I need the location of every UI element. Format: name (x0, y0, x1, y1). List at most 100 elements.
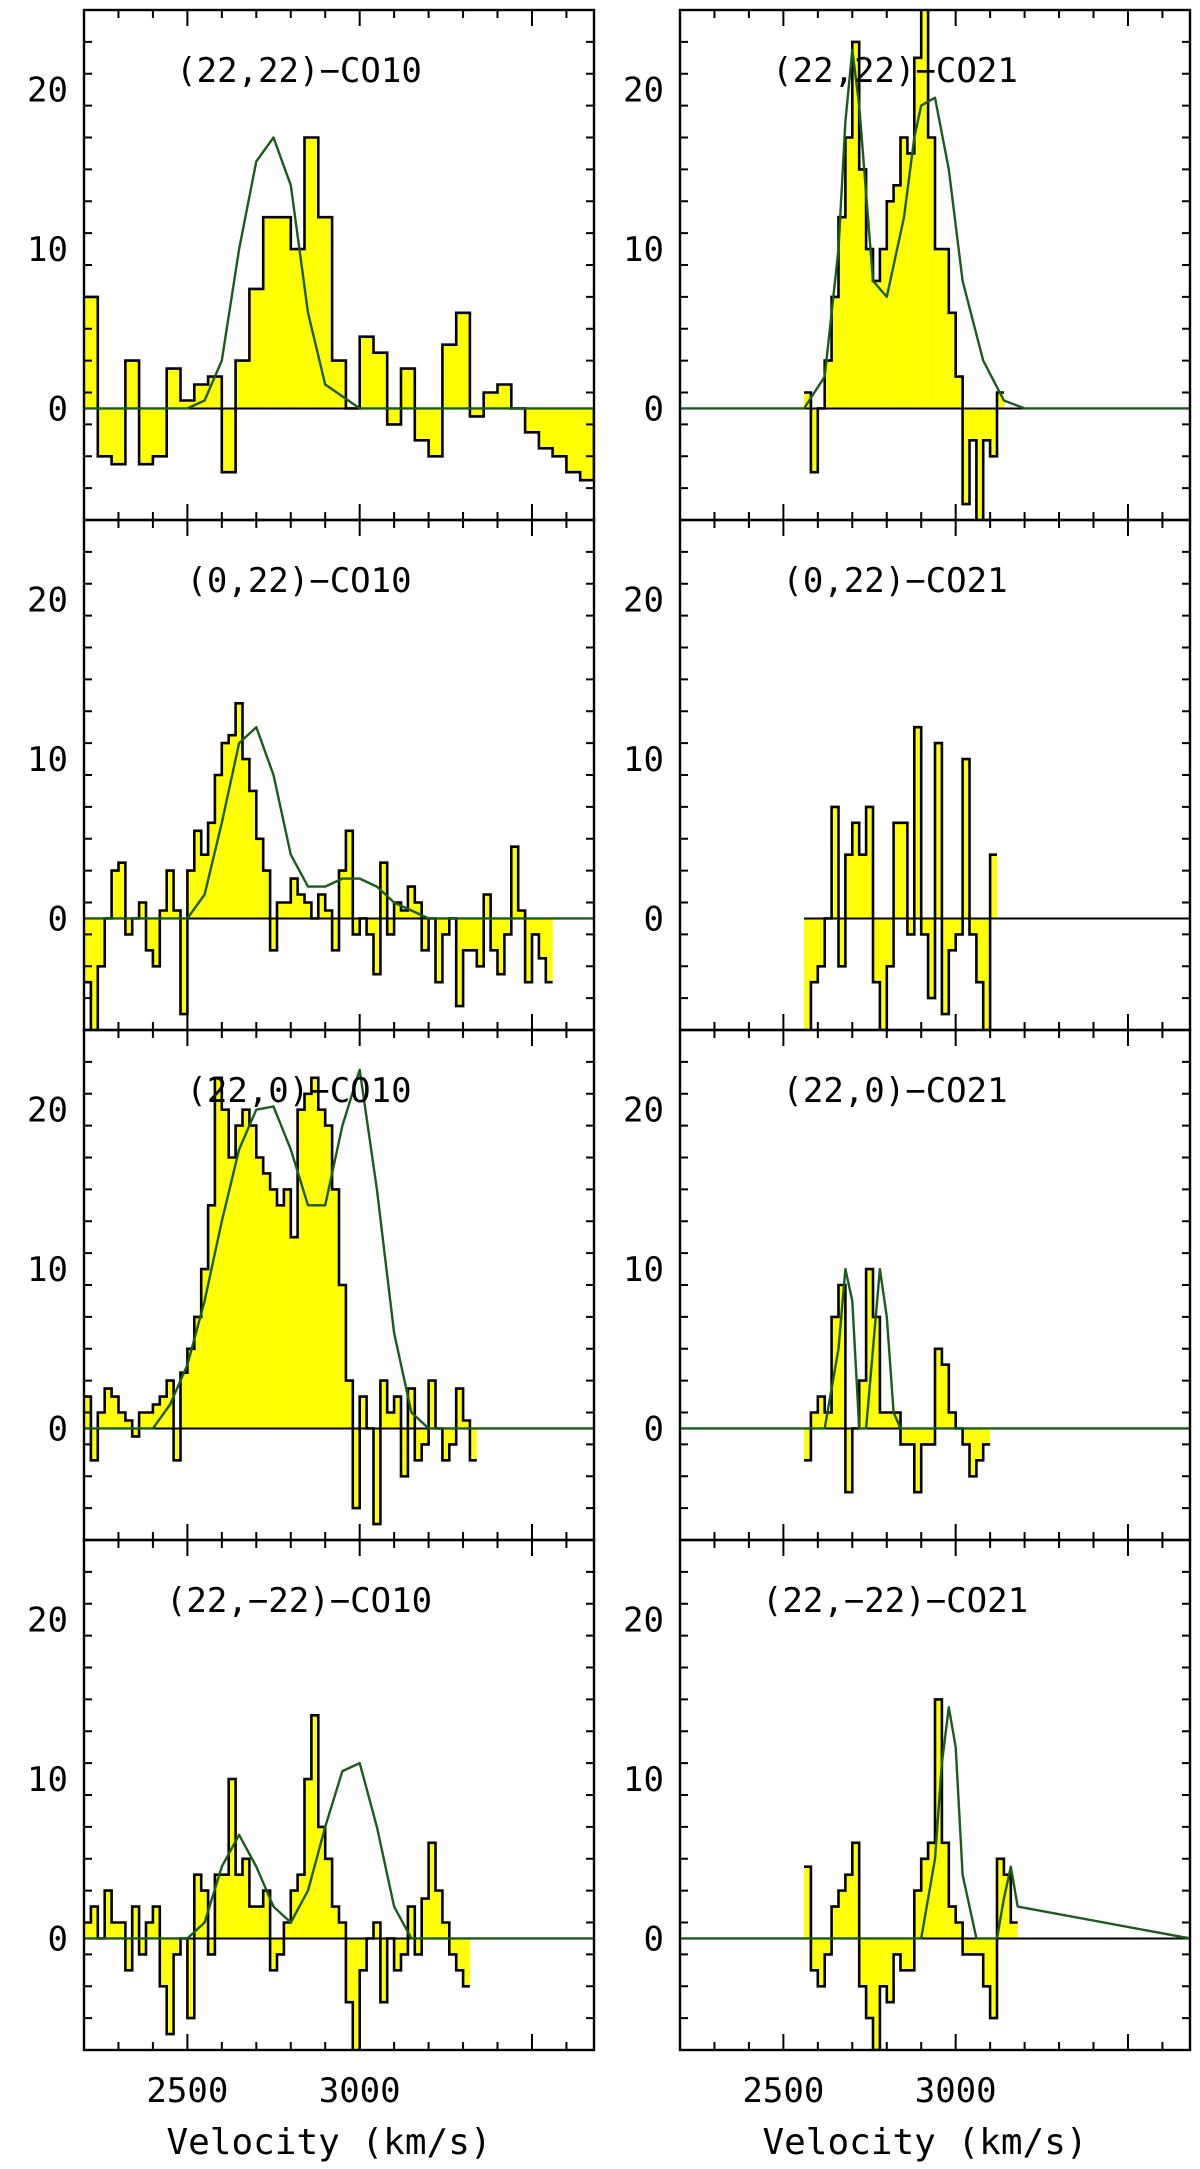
spectrum-bar (531, 918, 539, 935)
spectrum-bar (304, 902, 312, 919)
spectrum-bar (469, 918, 477, 951)
spectrum-bar (845, 137, 853, 409)
spectrum-bar (318, 1826, 326, 1939)
spectrum-bar (387, 1412, 395, 1429)
spectrum-bar (545, 918, 553, 983)
spectrum-bar (914, 1890, 922, 1939)
spectrum-bar (90, 918, 98, 1030)
y-tick-label: 10 (623, 230, 664, 270)
spectrum-step (84, 702, 553, 1030)
spectrum-bar (394, 1938, 402, 1971)
spectrum-bar (311, 1077, 319, 1429)
y-tick-label: 10 (27, 1760, 68, 1800)
spectrum-bar (580, 408, 594, 481)
spectrum-bar (414, 1428, 422, 1461)
spectrum-bar (276, 1938, 284, 1955)
spectrum-bar (407, 1906, 415, 1939)
panel-2: 0 10 20 (22,22)−CO21 (623, 8, 1192, 522)
spectrum-bar (990, 1938, 998, 2019)
spectrum-bar (831, 1906, 839, 1939)
spectrum-bar (879, 918, 887, 1030)
spectrum-bar (414, 408, 429, 441)
spectrum-bar (866, 806, 873, 919)
y-tick-label: 10 (27, 1250, 68, 1290)
y-tick-label: 0 (48, 1409, 68, 1449)
spectrum-bar (187, 1348, 195, 1429)
spectrum-bar (879, 1938, 887, 1987)
spectrum-bar (824, 360, 832, 409)
spectrum-bar (442, 918, 450, 935)
spectrum-bar (997, 392, 1004, 409)
spectrum-bar (907, 1428, 915, 1445)
panel-plot-area (84, 702, 594, 1030)
spectrum-bar (118, 1922, 126, 1939)
spectrum-bar (97, 1412, 105, 1429)
spectrum-bar (428, 1842, 436, 1939)
spectrum-bar (866, 1269, 873, 1429)
spectrum-bar (718, 408, 732, 480)
spectrum-bar (935, 1348, 942, 1429)
spectrum-bar (125, 1420, 133, 1429)
spectrum-bar (824, 1938, 832, 1955)
spectrum-bar (476, 918, 484, 967)
spectrum-bar (941, 918, 949, 1015)
spectrum-bar (173, 1428, 181, 1461)
spectrum-bar (463, 918, 470, 951)
spectrum-bar (928, 137, 935, 409)
spectrum-bar (380, 862, 388, 919)
spectrum-bar (483, 392, 498, 409)
spectrum-bar (866, 1938, 873, 2019)
spectrum-bar (872, 1938, 880, 2050)
spectrum-bar (859, 1938, 867, 1987)
spectrum-bar (125, 1938, 133, 1971)
spectrum-bar (804, 392, 811, 409)
spectrum-bar (804, 1428, 811, 1461)
panel-5: 0 10 20 (22,0)−CO10 (27, 1028, 596, 1542)
y-tick-label: 0 (48, 1919, 68, 1959)
spectrum-bar (394, 902, 402, 919)
panel-6: 0 10 20 (22,0)−CO21 (623, 1028, 1192, 1542)
spectrum-bar (380, 1380, 388, 1429)
spectrum-bar (817, 1938, 825, 1987)
spectrum-bar (345, 830, 353, 919)
spectrum-bar (948, 918, 956, 951)
spectrum-bar (469, 1428, 477, 1461)
spectrum-bar (914, 727, 922, 919)
spectrum-bar (152, 918, 160, 967)
spectrum-bar (263, 217, 277, 409)
spectrum-bar (139, 902, 147, 919)
spectrum-bar (845, 1428, 853, 1493)
spectrum-bar (907, 918, 915, 935)
spectrum-bar (990, 408, 998, 457)
spectrum-bar (907, 153, 915, 409)
spectrum-bar (886, 918, 894, 967)
spectrum-bar (297, 1109, 305, 1429)
spectrum-bar (622, 408, 636, 424)
spectrum-bar (852, 1842, 860, 1939)
spectrum-bar (339, 1922, 346, 1939)
spectrum-bar (373, 1922, 381, 1939)
spectrum-bar (804, 1866, 811, 1939)
spectrum-bar (401, 910, 408, 919)
spectrum-bar (456, 918, 464, 1007)
spectrum-bar (955, 1922, 963, 1939)
spectrum-bar (249, 1125, 257, 1429)
spectrum-bar (304, 1093, 312, 1429)
spectrum-bar (146, 1922, 153, 1939)
spectrum-bar (872, 280, 880, 409)
spectrum-bar (421, 1898, 429, 1939)
x-axis-title: Velocity (km/s) (762, 2122, 1087, 2163)
spectrum-bar (893, 1938, 901, 1955)
spectrum-bar (242, 1858, 250, 1939)
y-tick-label: 20 (27, 581, 68, 621)
gaussian-fit-line (84, 726, 594, 920)
spectrum-bar (256, 1906, 264, 1939)
spectrum-bar (907, 1938, 915, 1971)
spectrum-bar (318, 894, 326, 919)
panel-label: (0,22)−CO21 (782, 561, 1007, 601)
gaussian-fit-line (680, 1267, 1190, 1430)
spectrum-bar (276, 1205, 284, 1429)
y-tick-label: 0 (644, 1409, 664, 1449)
spectrum-bar (249, 288, 264, 409)
panel-plot-area (84, 1068, 594, 1526)
